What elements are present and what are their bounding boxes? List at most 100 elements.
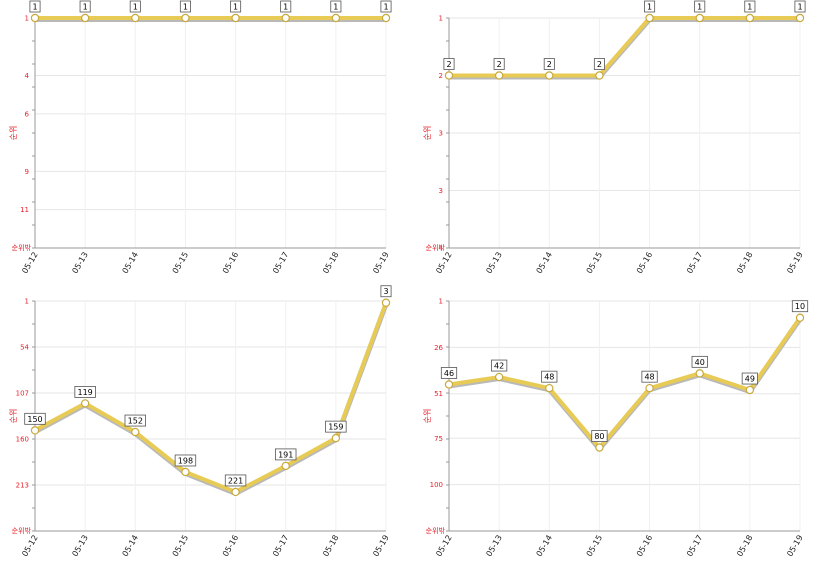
y-axis-title: 순위 — [9, 126, 18, 141]
data-label-box — [330, 0, 342, 13]
data-point — [281, 461, 290, 471]
x-tick-label: 05-13 — [484, 251, 503, 276]
data-point — [494, 71, 504, 80]
data-point — [595, 71, 604, 80]
data-point — [281, 13, 290, 23]
y-axis-title: 순위 — [423, 409, 432, 424]
y-tick-label: 3 — [439, 130, 443, 138]
data-label: 2 — [597, 60, 602, 69]
x-tick-label: 05-14 — [121, 251, 140, 276]
x-tick-label: 05-18 — [321, 534, 340, 559]
data-label: 221 — [228, 476, 243, 485]
data-label: 1 — [133, 3, 138, 12]
data-point — [80, 399, 90, 408]
data-point — [231, 13, 240, 23]
data-label-box — [440, 367, 458, 379]
data-label-box — [179, 0, 191, 13]
data-point — [80, 13, 90, 23]
x-tick-label: 05-15 — [171, 534, 190, 559]
data-label-box — [741, 372, 758, 385]
data-label-box — [230, 0, 242, 13]
y-tick-label: 75 — [434, 435, 443, 443]
data-point — [30, 426, 40, 435]
data-label: 3 — [383, 287, 388, 296]
y-tick-label: 100 — [430, 481, 443, 489]
data-label-box — [543, 58, 555, 70]
data-label-box — [694, 0, 706, 13]
data-point — [795, 313, 805, 322]
data-label: 1 — [83, 3, 88, 12]
chart-panel-4: 1 26 51 75 100 순위밖 순위 05-12 05-13 05-14 05-15 05-16… — [423, 298, 809, 559]
data-point — [30, 13, 40, 23]
data-label-box — [280, 0, 292, 13]
data-point — [131, 13, 140, 23]
data-label-box — [491, 359, 508, 372]
x-tick-label: 05-14 — [121, 534, 140, 559]
data-point — [745, 13, 755, 23]
x-tick-label: 05-18 — [321, 251, 340, 276]
data-label-box — [593, 58, 605, 70]
x-tick-label: 05-19 — [371, 534, 390, 559]
data-point — [545, 383, 554, 393]
data-label-box — [380, 0, 392, 13]
data-label-box — [174, 454, 197, 467]
data-point — [381, 298, 391, 307]
data-label-box — [74, 386, 96, 398]
x-tick-label: 05-13 — [70, 534, 89, 559]
data-point — [444, 71, 454, 80]
data-label: 80 — [594, 432, 604, 441]
data-label: 1 — [383, 3, 388, 12]
data-label: 1 — [283, 3, 288, 12]
x-tick-label: 05-17 — [685, 534, 704, 559]
y-tick-label: 3 — [439, 187, 443, 195]
data-label-box — [493, 58, 505, 70]
data-point — [181, 467, 190, 477]
y-tick-label: 4 — [25, 72, 30, 80]
data-label: 1 — [747, 3, 752, 12]
data-label-box — [591, 430, 608, 442]
data-point — [695, 13, 704, 23]
y-tick-label: 9 — [25, 168, 29, 176]
data-label: 1 — [797, 3, 802, 12]
y-axis-title: 순위 — [423, 126, 432, 141]
data-label-box — [275, 448, 297, 461]
y-tick-label: 1 — [439, 15, 443, 23]
x-tick-label: 05-15 — [585, 251, 604, 276]
data-label: 119 — [78, 388, 93, 397]
x-tick-label: 05-17 — [685, 251, 704, 276]
data-label: 2 — [497, 60, 502, 69]
data-label-box — [29, 0, 41, 13]
data-label: 1 — [32, 3, 37, 12]
x-tick-label: 05-12 — [434, 251, 453, 276]
data-point — [331, 433, 341, 443]
data-label: 49 — [745, 375, 755, 384]
y-bottom-label: 순위밖 — [12, 526, 32, 535]
x-tick-label: 05-19 — [785, 251, 804, 276]
y-tick-label: 107 — [16, 390, 29, 398]
y-tick-label: 1 — [25, 298, 29, 306]
data-point — [645, 383, 654, 393]
data-label: 46 — [444, 369, 454, 378]
data-point — [444, 380, 454, 389]
data-point — [131, 427, 140, 437]
y-tick-label: 2 — [439, 72, 443, 80]
data-label: 2 — [547, 60, 552, 69]
data-point — [231, 487, 240, 497]
data-label-box — [644, 0, 656, 13]
series-line-shadow — [33, 303, 389, 496]
data-label: 1 — [233, 3, 238, 12]
y-tick-label: 54 — [20, 344, 29, 352]
x-tick-label: 05-12 — [434, 534, 453, 559]
data-point — [695, 369, 704, 378]
data-label-box — [641, 370, 658, 383]
data-label-box — [791, 300, 809, 313]
data-label: 10 — [795, 302, 805, 311]
data-label: 2 — [446, 60, 451, 69]
data-label: 42 — [494, 362, 504, 371]
y-tick-label: 160 — [16, 436, 29, 444]
series-line — [449, 16, 800, 78]
data-label-box — [79, 0, 91, 13]
x-tick-label: 05-13 — [70, 251, 89, 276]
data-label-box — [129, 0, 141, 13]
